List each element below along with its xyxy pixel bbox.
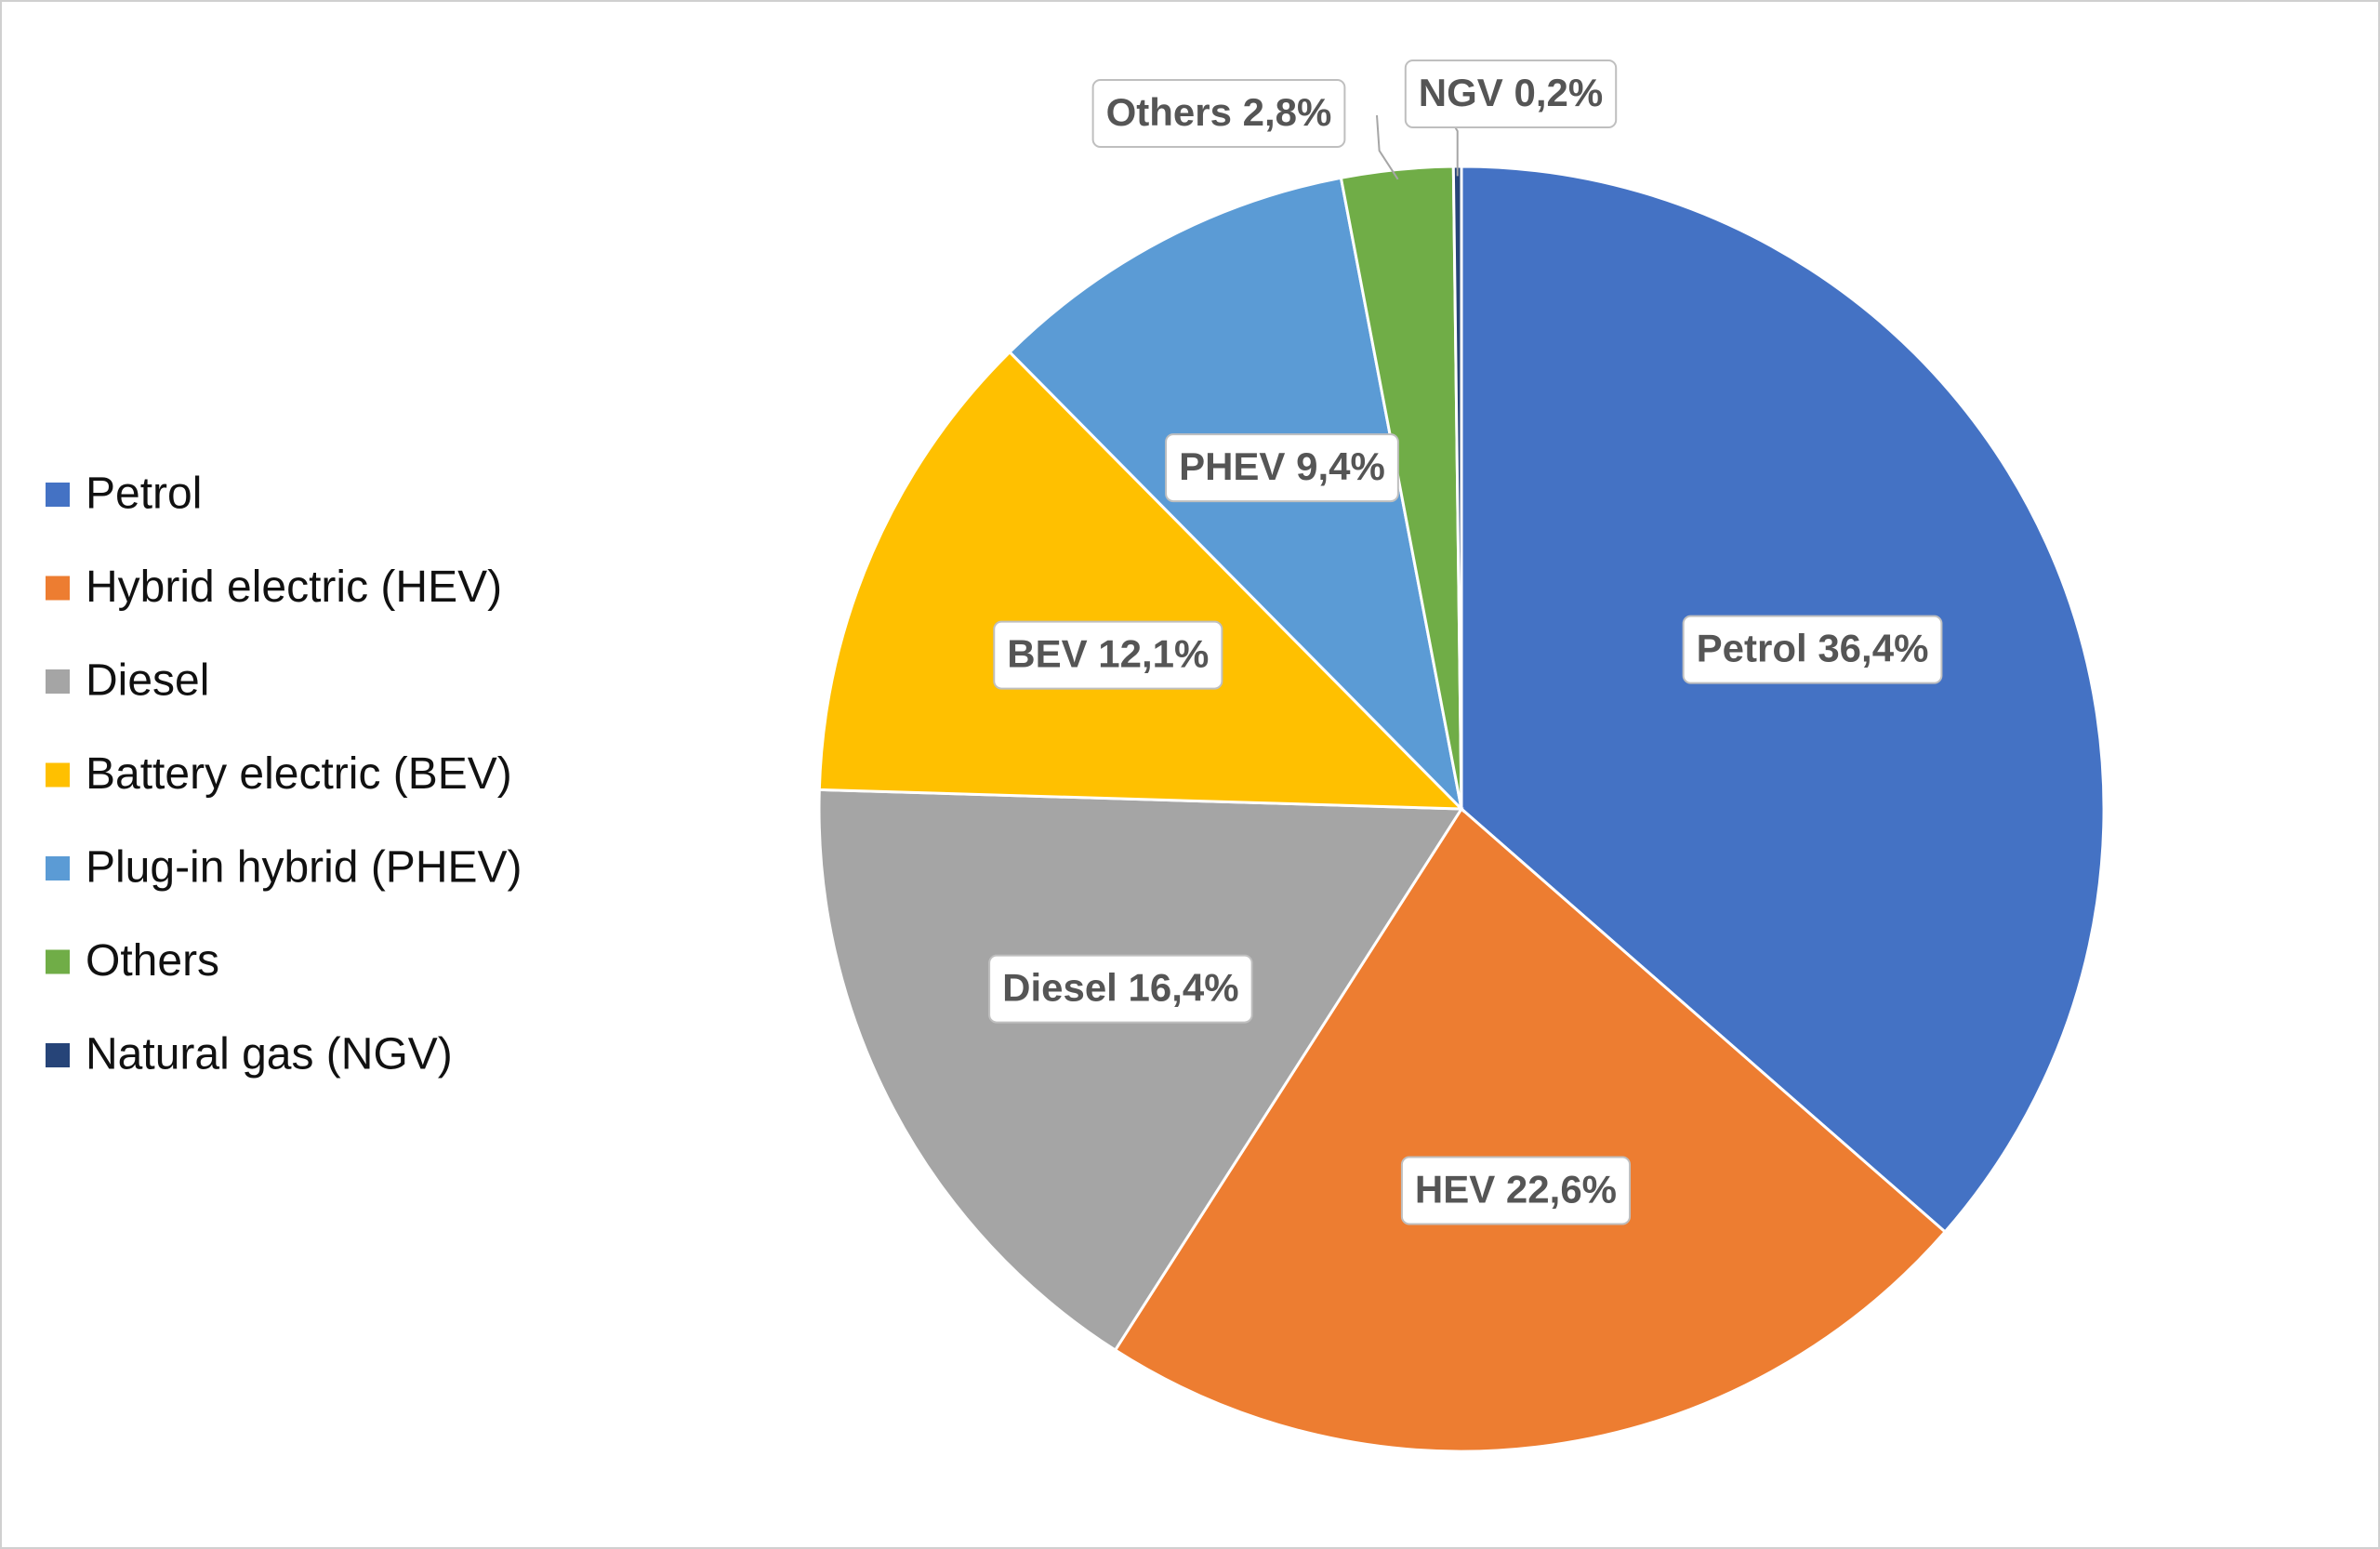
- data-label-box: [988, 954, 1253, 1024]
- data-label: HEV 22,6%: [1415, 1168, 1617, 1211]
- legend-label: Plug-in hybrid (PHEV): [86, 843, 522, 893]
- legend-label: Diesel: [86, 656, 209, 706]
- data-label: Petrol 36,4%: [1697, 627, 1929, 670]
- legend-swatch: [46, 483, 70, 507]
- legend-swatch: [46, 576, 70, 601]
- pie-slice: [817, 788, 1464, 1353]
- data-label-box: [1091, 79, 1346, 148]
- legend-swatch: [46, 949, 70, 974]
- data-label-box: [1400, 1156, 1632, 1225]
- legend-swatch: [46, 762, 70, 788]
- legend-swatch: [46, 669, 70, 694]
- data-label-box: [1682, 615, 1943, 684]
- data-label-box: [1165, 433, 1399, 503]
- legend-label: Others: [86, 936, 219, 986]
- data-label: Diesel 16,4%: [1002, 966, 1239, 1010]
- legend-label: Hybrid electric (HEV): [86, 563, 502, 612]
- data-label-box: [993, 620, 1223, 690]
- leader-line: [1376, 114, 1399, 180]
- data-label: NGV 0,2%: [1419, 71, 1603, 114]
- pie-slice: [1113, 806, 1948, 1453]
- legend-label: Battery electric (BEV): [86, 749, 512, 799]
- legend-label: Petrol: [86, 470, 202, 519]
- legend-swatch: [46, 1043, 70, 1067]
- legend-label: Natural gas (NGV): [86, 1030, 453, 1079]
- pie-slice: [817, 350, 1465, 811]
- legend-swatch: [46, 856, 70, 880]
- data-label: Others 2,8%: [1106, 90, 1332, 134]
- data-label: PHEV 9,4%: [1179, 444, 1385, 488]
- data-label-box: [1404, 60, 1618, 128]
- data-label: BEV 12,1%: [1007, 632, 1209, 676]
- pie-slice: [1460, 165, 2106, 1235]
